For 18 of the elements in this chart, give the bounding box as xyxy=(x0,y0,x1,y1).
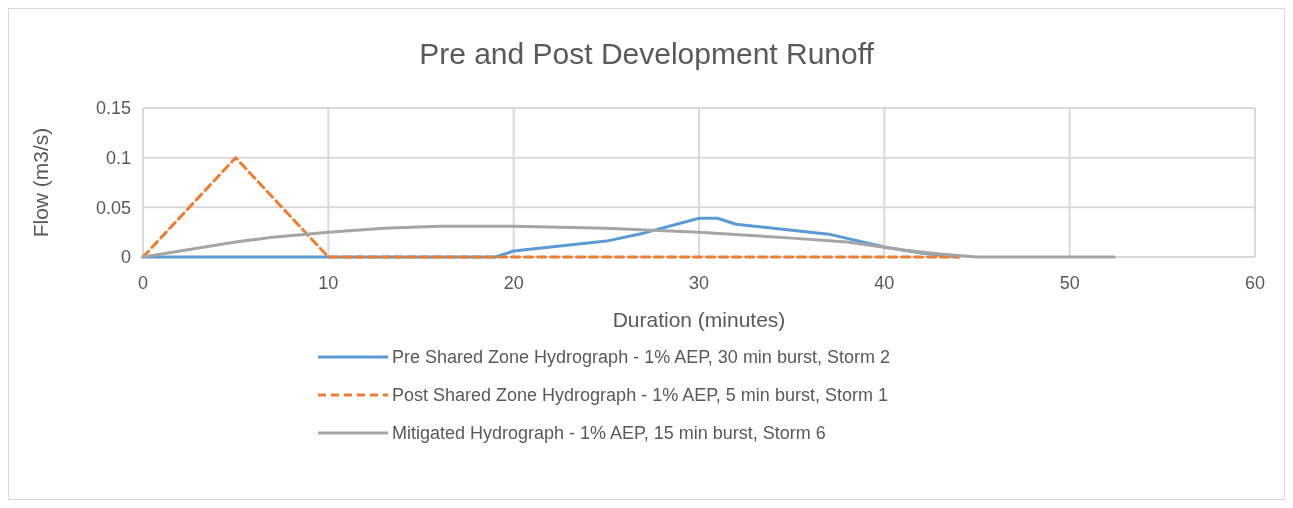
x-axis-title: Duration (minutes) xyxy=(612,308,786,331)
y-tick-label: 0 xyxy=(120,247,131,268)
legend-label: Post Shared Zone Hydrograph - 1% AEP, 5 min burst, Storm 1 xyxy=(392,385,888,406)
y-axis-title: Flow (m3/s) xyxy=(29,127,52,238)
x-tick-label: 50 xyxy=(1059,273,1080,293)
chart-title: Pre and Post Development Runoff xyxy=(419,37,875,70)
y-tick-label: 0.1 xyxy=(105,147,131,168)
x-tick-label: 60 xyxy=(1244,273,1266,293)
x-tick-label: 0 xyxy=(137,273,149,293)
x-tick-label: 30 xyxy=(688,273,710,293)
x-tick-label: 40 xyxy=(874,273,895,293)
legend-label: Mitigated Hydrograph - 1% AEP, 15 min burst, Storm 6 xyxy=(392,423,826,444)
y-tick-label: 0.15 xyxy=(95,98,131,119)
line-series xyxy=(141,224,1116,259)
x-tick-label: 10 xyxy=(318,273,339,293)
legend-label: Pre Shared Zone Hydrograph - 1% AEP, 30 min burst, Storm 2 xyxy=(392,347,890,368)
x-tick-label: 20 xyxy=(503,273,524,293)
y-tick-label: 0.05 xyxy=(95,197,131,218)
